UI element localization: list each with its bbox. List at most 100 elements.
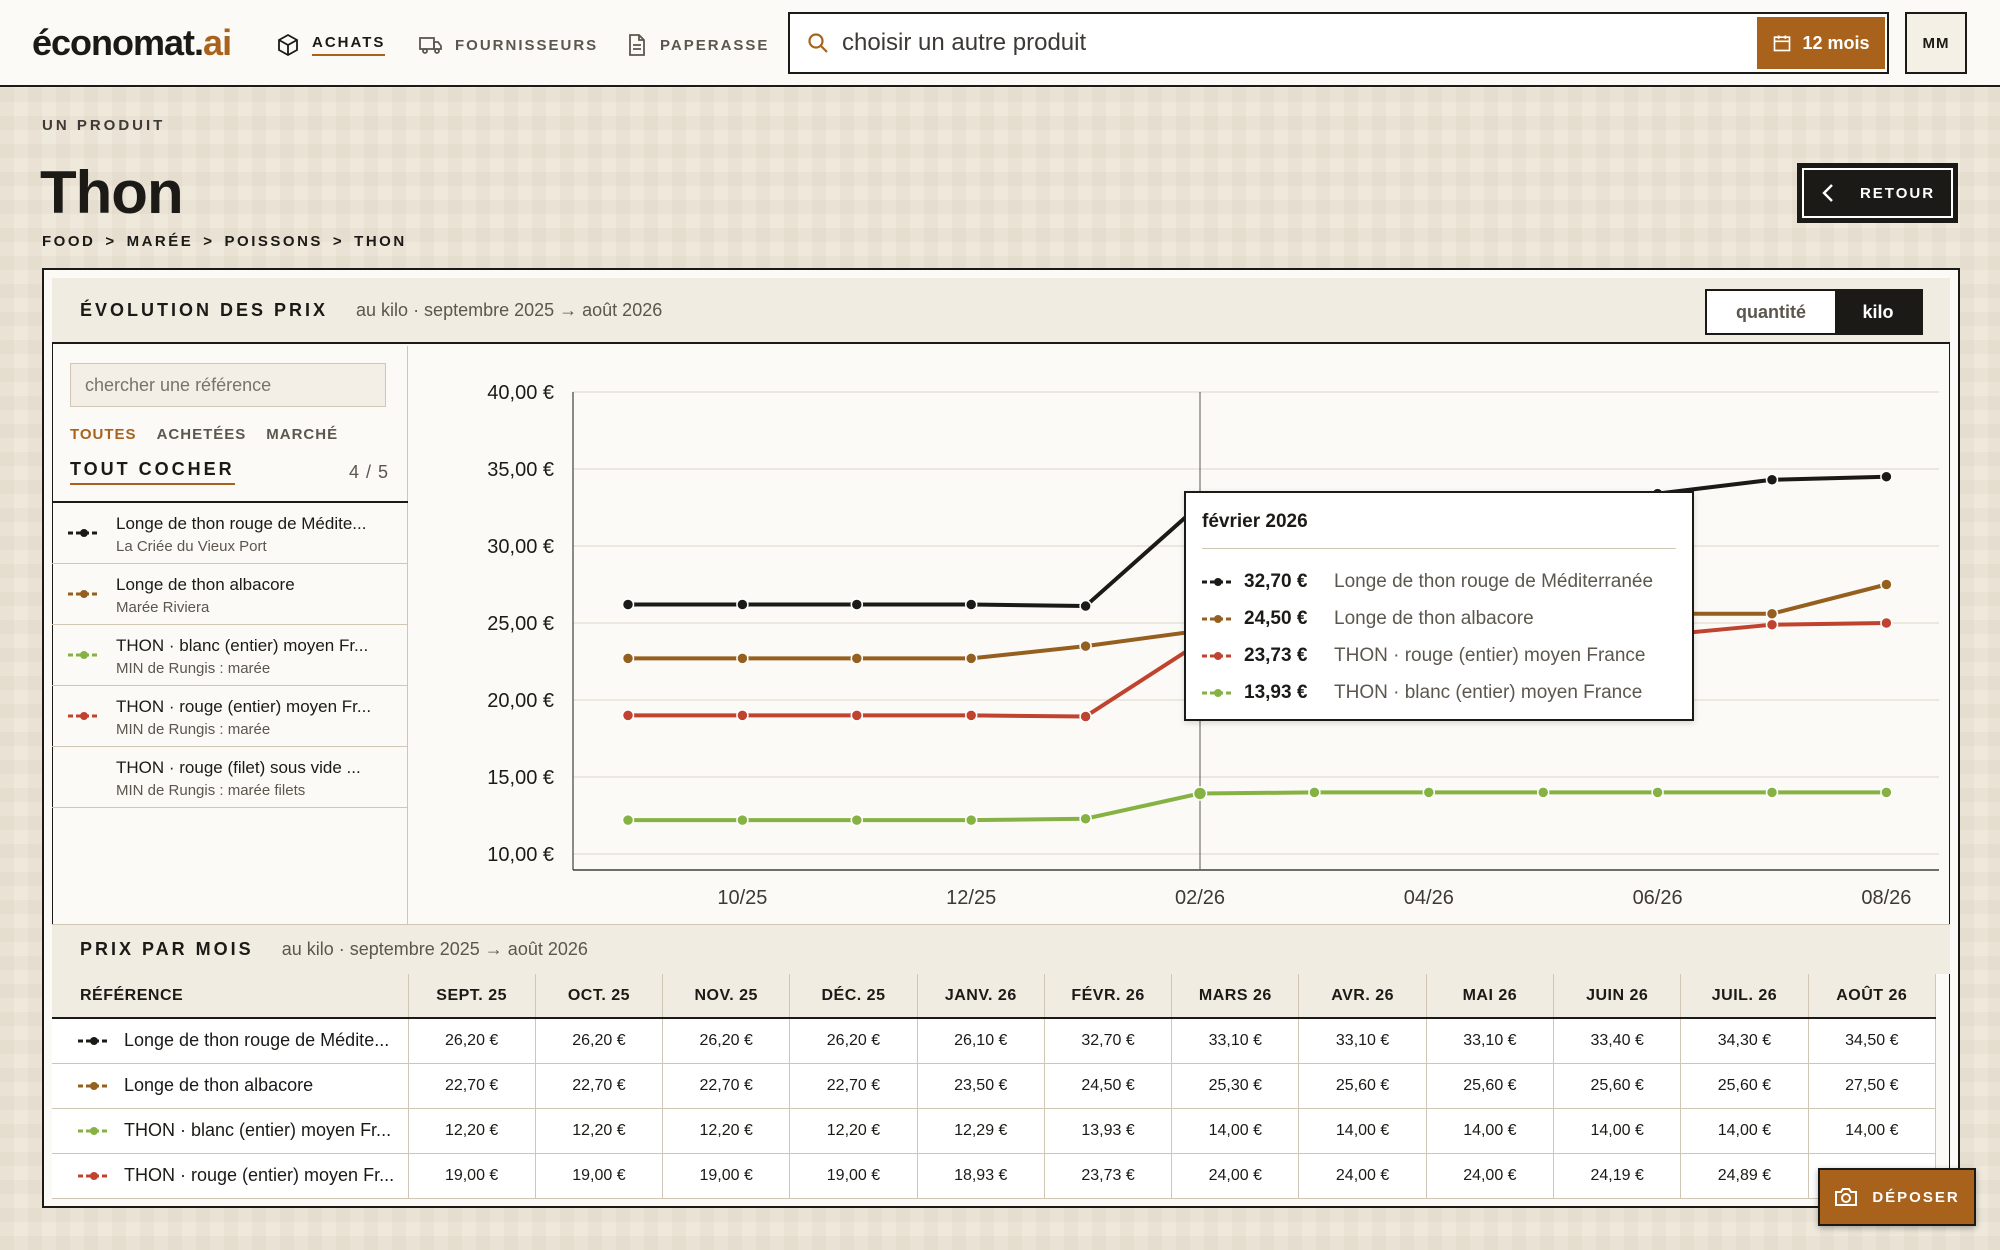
data-point (1536, 786, 1550, 799)
price-chart-svg[interactable]: 40,00 € 35,00 € 30,00 € 25,00 € 20,00 € 15,00… (409, 346, 1944, 924)
data-point (1765, 786, 1779, 799)
series-line (628, 790, 1887, 823)
price-cell: 24,19 € (1553, 1153, 1682, 1199)
user-avatar[interactable]: MM (1905, 12, 1967, 74)
reference-item[interactable]: THON · rouge (entier) moyen Fr... MIN de… (52, 686, 408, 747)
search-input[interactable] (842, 29, 1887, 57)
price-cell: 23,73 € (1044, 1153, 1173, 1199)
price-cell: 32,70 € (1044, 1018, 1173, 1064)
x-tick-label: 04/26 (1404, 887, 1454, 909)
reference-search-input[interactable]: chercher une référence (70, 363, 386, 407)
reference-cell: Longe de thon albacore (52, 1063, 409, 1109)
price-chart: 40,00 € 35,00 € 30,00 € 25,00 € 20,00 € 15,00… (409, 346, 1944, 924)
page-eyebrow: UN PRODUIT (42, 117, 166, 134)
data-point (1651, 786, 1664, 799)
camera-icon (1835, 1188, 1858, 1206)
reference-item[interactable]: Longe de thon albacore Marée Riviera (52, 564, 408, 625)
data-point (1079, 812, 1092, 825)
table-header-row: RÉFÉRENCE SEPT. 25 OCT. 25 NOV. 25 DÉC. … (52, 974, 1937, 1019)
price-cell: 12,20 € (789, 1108, 918, 1154)
table-row[interactable]: THON · blanc (entier) moyen Fr... 12,20 €… (52, 1108, 1937, 1154)
breadcrumb-item[interactable]: FOOD (42, 233, 96, 250)
toggle-kilo[interactable]: kilo (1835, 291, 1921, 333)
reference-name: THON · blanc (entier) moyen Fr... (116, 636, 369, 655)
toggle-quantity[interactable]: quantité (1736, 301, 1806, 322)
data-point (621, 598, 635, 611)
deposit-button[interactable]: DÉPOSER (1818, 1168, 1976, 1226)
data-point (1880, 786, 1893, 799)
price-cell: 33,10 € (1426, 1018, 1555, 1064)
data-point (964, 813, 978, 827)
data-point (1079, 639, 1092, 653)
tooltip-value: 13,93 € (1244, 682, 1308, 703)
series-swatch (68, 651, 100, 659)
price-cell: 25,60 € (1680, 1063, 1809, 1109)
data-point (850, 652, 864, 665)
x-tick-label: 06/26 (1633, 887, 1683, 909)
period-button[interactable]: 12 mois (1757, 17, 1885, 69)
reference-item[interactable]: THON · rouge (filet) sous vide ... MIN d… (52, 747, 408, 808)
column-header: MARS 26 (1171, 974, 1300, 1019)
column-header: SEPT. 25 (408, 974, 536, 1019)
reference-name: THON · rouge (entier) moyen Fr... (116, 697, 372, 716)
app-logo[interactable]: économat.ai (32, 22, 232, 63)
filter-all[interactable]: TOUTES (70, 426, 137, 443)
price-cell: 25,30 € (1171, 1063, 1300, 1109)
data-point (1308, 786, 1321, 799)
column-header: OCT. 25 (535, 974, 664, 1019)
reference-name: THON · blanc (entier) moyen Fr... (124, 1120, 392, 1140)
product-search[interactable]: 12 mois (788, 12, 1889, 74)
table-row[interactable]: Longe de thon rouge de Médite... 26,20 €2… (52, 1018, 1937, 1064)
price-cell: 24,89 € (1680, 1153, 1809, 1199)
series-swatch (68, 712, 100, 720)
price-card: ÉVOLUTION DES PRIX au kilo · septembre 2… (42, 268, 1960, 1208)
top-bar: économat.ai ACHATS FOURNISSEURS PAPERASS… (0, 0, 2000, 87)
back-button[interactable]: RETOUR (1797, 163, 1958, 223)
period-label: 12 mois (1802, 32, 1870, 53)
nav-fournisseurs[interactable]: FOURNISSEURS (419, 30, 598, 60)
data-point (1422, 786, 1436, 799)
series-swatch (78, 1081, 110, 1090)
y-tick-label: 25,00 € (487, 613, 554, 635)
data-point (850, 709, 864, 722)
price-cell: 25,60 € (1426, 1063, 1555, 1109)
check-all-button[interactable]: TOUT COCHER (70, 459, 235, 485)
x-tick-label: 02/26 (1175, 887, 1225, 909)
table-row[interactable]: THON · rouge (entier) moyen Fr... 19,00 €… (52, 1153, 1937, 1199)
filter-purchased[interactable]: ACHETÉES (156, 426, 247, 443)
reference-name: Longe de thon rouge de Médite... (116, 514, 367, 533)
series-swatch (1202, 689, 1234, 697)
tooltip-value: 23,73 € (1244, 645, 1308, 666)
truck-icon (419, 37, 442, 54)
x-tick-label: 08/26 (1861, 887, 1911, 909)
reference-cell: THON · blanc (entier) moyen Fr... (52, 1108, 409, 1154)
back-label: RETOUR (1859, 184, 1936, 202)
data-point (1880, 470, 1893, 483)
filter-market[interactable]: MARCHÉ (266, 426, 339, 443)
nav-achats[interactable]: ACHATS (276, 30, 386, 60)
price-cell: 12,20 € (535, 1108, 664, 1154)
price-cell: 24,00 € (1426, 1153, 1555, 1199)
price-cell: 24,50 € (1044, 1063, 1173, 1109)
series-swatch (78, 1126, 110, 1135)
data-point (964, 652, 978, 665)
table-row[interactable]: Longe de thon albacore 22,70 €22,70 €22,7… (52, 1063, 1937, 1109)
reference-name: THON · rouge (filet) sous vide ... (116, 758, 361, 777)
reference-source: MIN de Rungis : marée (116, 721, 271, 738)
reference-item[interactable]: Longe de thon rouge de Médite... La Crié… (52, 503, 408, 564)
series-swatch (68, 590, 100, 598)
monthly-header: PRIX PAR MOIS au kilo · septembre 2025 →… (52, 924, 1950, 974)
tooltip-divider (1202, 548, 1676, 549)
nav-paperasse[interactable]: PAPERASSE (624, 30, 769, 60)
price-cell: 19,00 € (662, 1153, 791, 1199)
breadcrumb-item[interactable]: MARÉE (126, 233, 194, 250)
price-cell: 22,70 € (408, 1063, 536, 1109)
tooltip-row: 13,93 € THON · blanc (entier) moyen Fran… (1202, 679, 1642, 707)
breadcrumb-item[interactable]: POISSONS (224, 233, 323, 250)
column-header: RÉFÉRENCE (52, 974, 409, 1019)
reference-source: MIN de Rungis : marée filets (116, 782, 306, 799)
reference-item[interactable]: THON · blanc (entier) moyen Fr... MIN de… (52, 625, 408, 686)
nav-label: ACHATS (312, 34, 386, 56)
column-header: MAI 26 (1426, 974, 1555, 1019)
price-cell: 14,00 € (1171, 1108, 1300, 1154)
